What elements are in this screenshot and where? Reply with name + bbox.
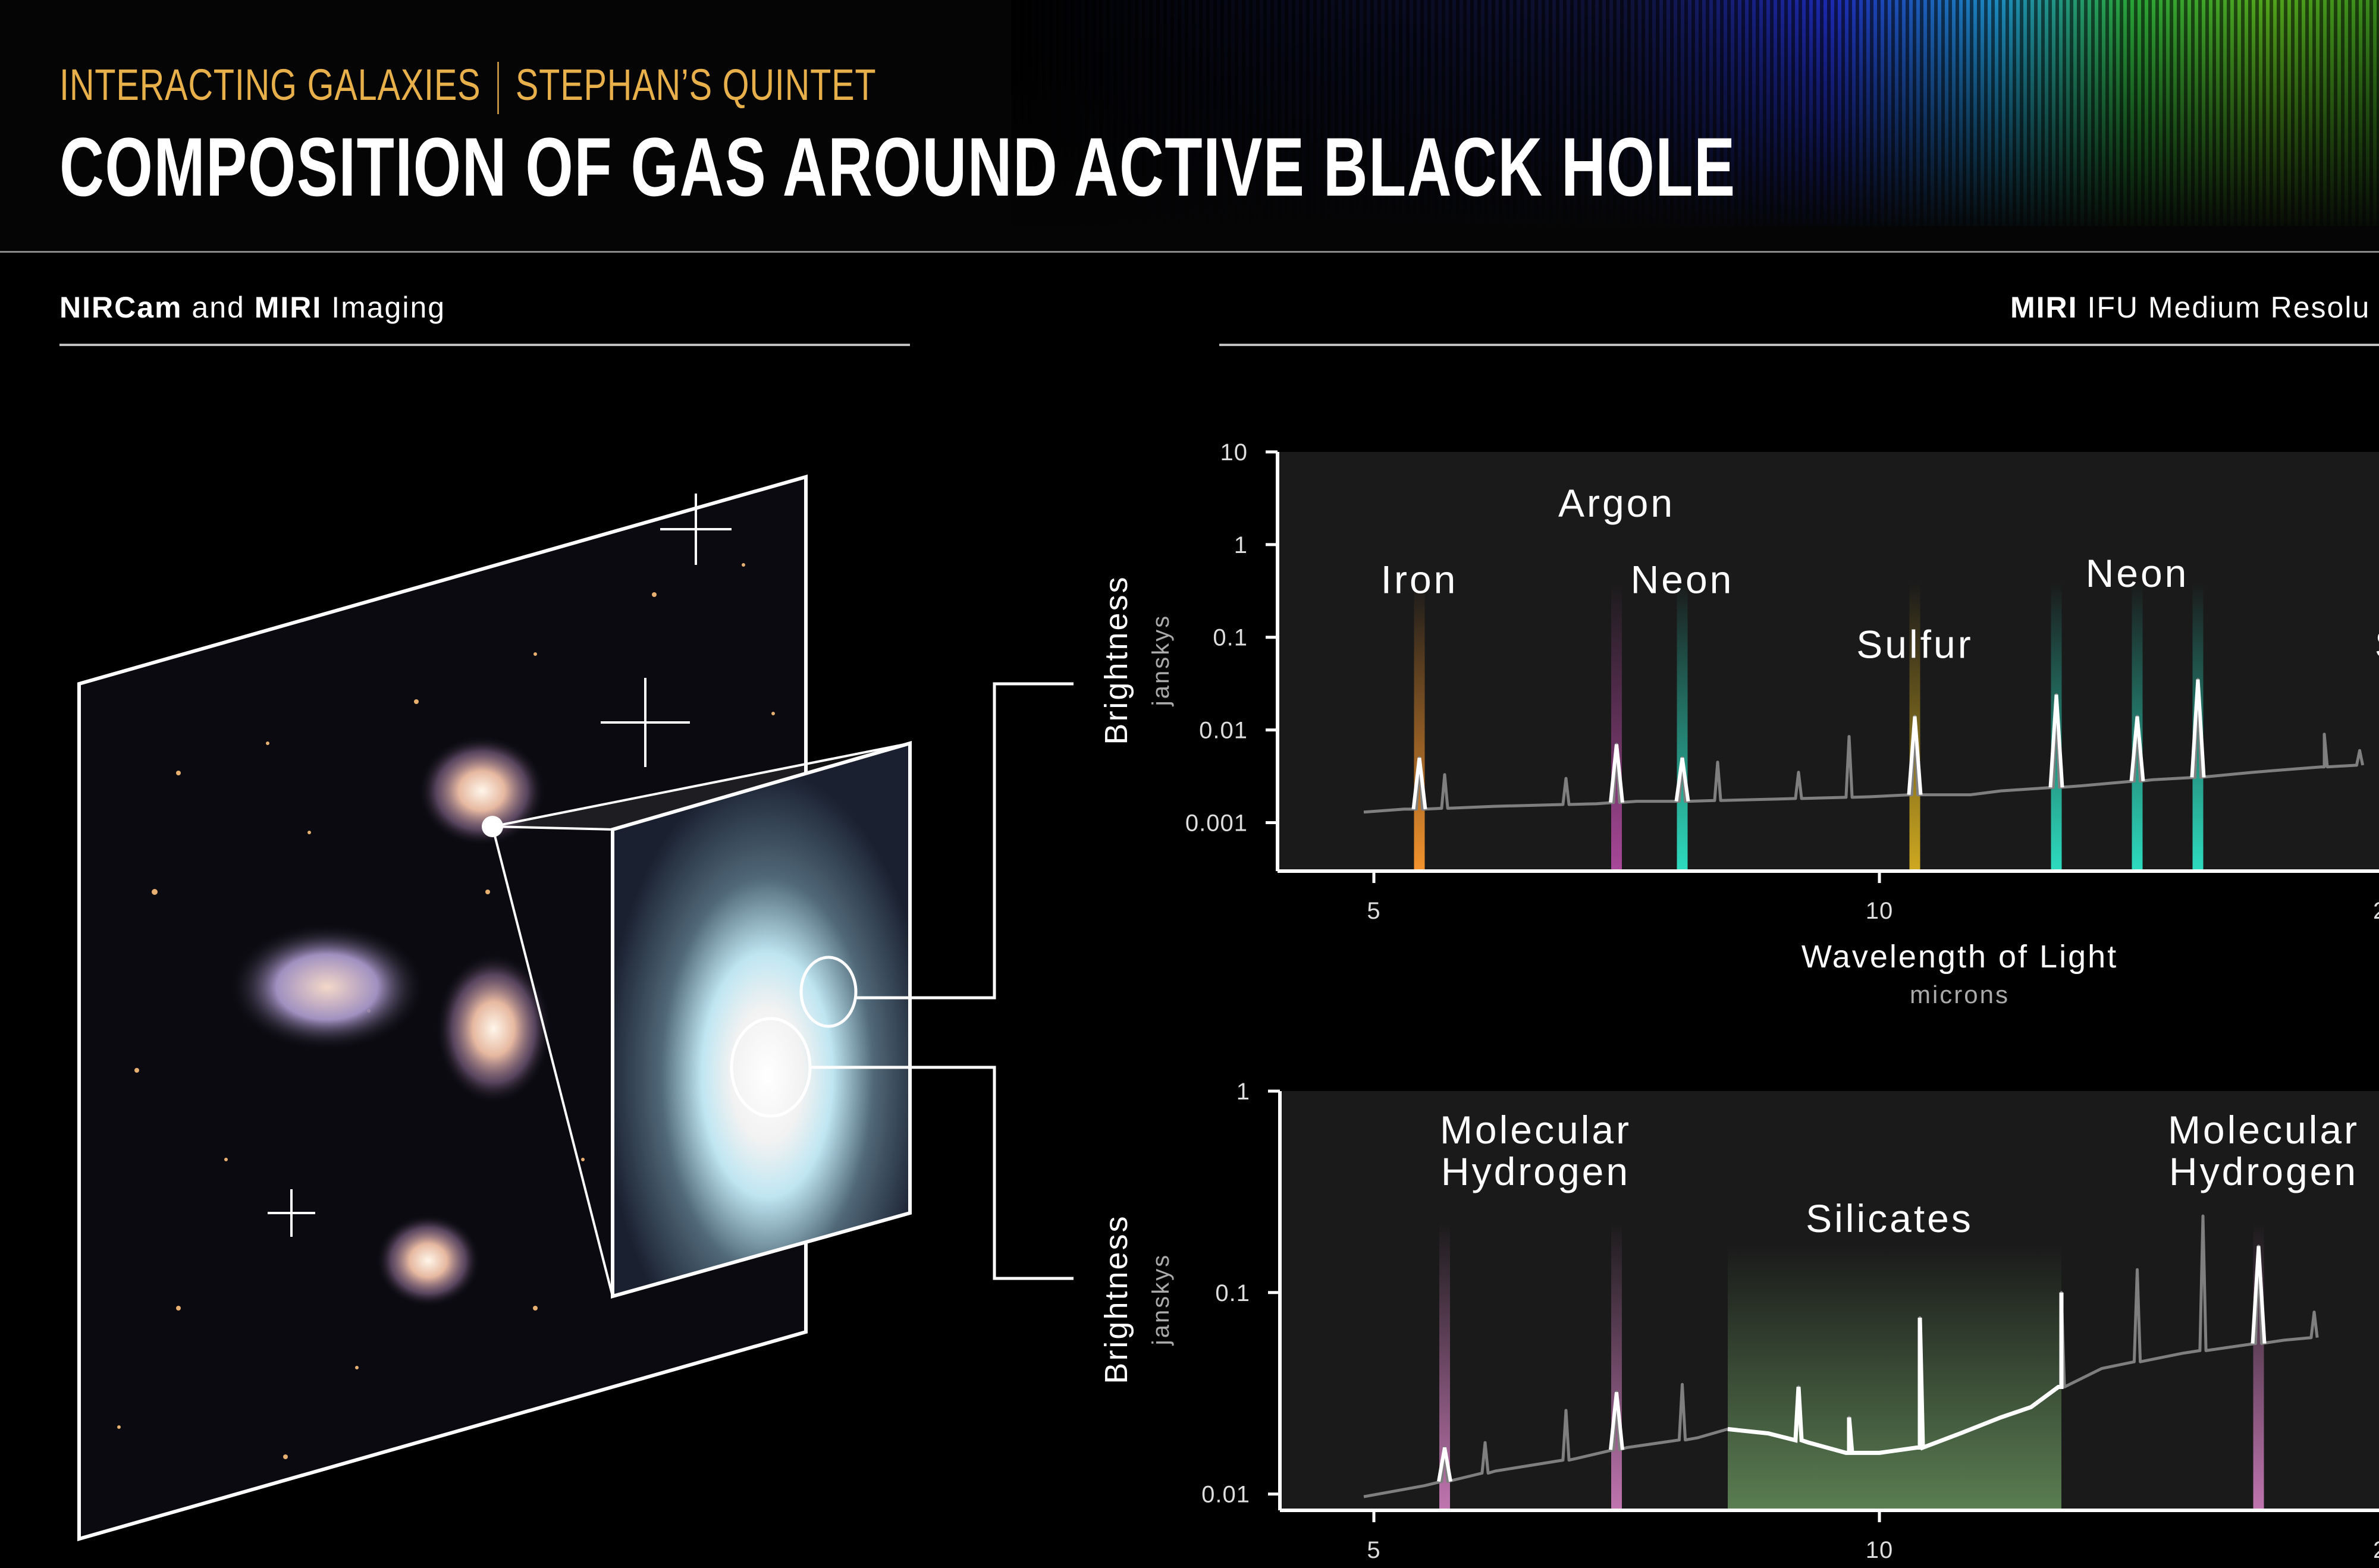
imaging-label: Imaging: [331, 291, 446, 324]
imaging-section-label: NIRCam and MIRI Imaging: [59, 290, 445, 325]
x-tick-label: 10: [1866, 1537, 1894, 1563]
x-tick-label: 10: [1866, 898, 1894, 924]
highlighted-emission-line: [1609, 1392, 1624, 1450]
y-tick-label: 0.1: [1213, 625, 1248, 651]
outflow-region-marker: [799, 956, 858, 1028]
plot-1: 10 1 0.1 0.01 0.001 5 10 2 Brightness janskys Wave…: [1099, 439, 2379, 1008]
ifu-mode-label: IFU Medium Resolu: [2087, 291, 2371, 324]
y-axis-title: Brightness: [1099, 1214, 1134, 1384]
kicker-right: STEPHAN’S QUINTET: [515, 60, 877, 109]
bright-stars: [268, 494, 732, 1237]
highlighted-emission-line: [2048, 695, 2064, 788]
callout-top: [856, 682, 1074, 1000]
feature-label: Silicates: [1806, 1196, 1973, 1240]
y-axis-unit: janskys: [1148, 1253, 1174, 1346]
feature-label: Neon: [1631, 557, 1734, 601]
highlighted-emission-line: [1411, 758, 1427, 810]
highlight-column-molecular_hydrogen: [1611, 1222, 1622, 1510]
nircam-label: NIRCam: [59, 291, 183, 324]
silicates-band: [1728, 1246, 2061, 1510]
highlighted-emission-line: [1609, 744, 1624, 803]
x-tick-label: 5: [1367, 1537, 1380, 1563]
galaxies: [226, 734, 553, 1308]
highlighted-emission-line: [2129, 716, 2145, 781]
ifu-miri-label: MIRI: [2010, 291, 2078, 324]
kicker-left: INTERACTING GALAXIES: [59, 60, 481, 109]
imaging-section-rule: [59, 344, 910, 346]
miri-label: MIRI: [254, 291, 322, 324]
ifu-section-rule: [1219, 344, 2379, 346]
highlighted-emission-line: [2251, 1246, 2267, 1344]
silicates-feature-line: [1727, 1292, 2064, 1455]
y-tick-label: 0.01: [1199, 718, 1248, 744]
feature-label: Argon: [1558, 481, 1675, 525]
callout-bottom: [810, 1066, 1074, 1280]
feature-label: Molecular: [1440, 1108, 1631, 1152]
ifu-section-label: MIRI IFU Medium Resolu: [2010, 290, 2370, 325]
x-tick-label-partial: 2: [2373, 898, 2379, 924]
and-label: and: [192, 291, 245, 324]
x-tick-label: 5: [1367, 898, 1380, 924]
feature-label: Hydrogen: [2169, 1149, 2358, 1193]
kicker-separator: [497, 62, 499, 115]
y-tick-label: 0.1: [1215, 1280, 1250, 1306]
plot-2: 10.10.015102BrightnessjanskysMolecularHy…: [1099, 1079, 2379, 1563]
y-tick-label: 1: [1234, 532, 1248, 558]
x-axis-unit: microns: [1910, 981, 2010, 1008]
spectrum-decoration: [1011, 0, 2379, 238]
highlighted-emission-line: [2190, 679, 2206, 778]
feature-label: Sulfu: [2375, 622, 2379, 666]
highlighted-emission-line: [1674, 758, 1690, 802]
header-band: INTERACTING GALAXIES STEPHAN’S QUINTET CO…: [0, 0, 2379, 251]
feature-label: Neon: [2086, 551, 2189, 595]
y-tick-label: 1: [1236, 1079, 1250, 1105]
feature-label: Sulfur: [1856, 622, 1973, 666]
highlighted-emission-line: [1437, 1447, 1452, 1482]
y-tick-label: 0.01: [1201, 1482, 1250, 1508]
y-axis-title: Brightness: [1099, 575, 1134, 744]
x-axis-title: Wavelength of Light: [1801, 939, 2118, 975]
kicker: INTERACTING GALAXIES STEPHAN’S QUINTET: [59, 59, 877, 115]
feature-label: Hydrogen: [1441, 1149, 1630, 1193]
y-tick-label: 10: [1220, 439, 1248, 466]
x-tick-label-partial: 2: [2373, 1537, 2379, 1563]
highlighted-emission-line: [1907, 716, 1923, 795]
highlight-column-molecular_hydrogen: [1439, 1222, 1450, 1510]
feature-label: Iron: [1381, 557, 1458, 601]
page-title: COMPOSITION OF GAS AROUND ACTIVE BLACK H…: [59, 120, 1736, 213]
header-divider: [0, 251, 2379, 253]
feature-label: Molecular: [2168, 1108, 2359, 1152]
y-axis-unit: janskys: [1148, 614, 1174, 706]
zoom-connector-line: [491, 826, 614, 1297]
y-tick-label: 0.001: [1185, 810, 1248, 836]
